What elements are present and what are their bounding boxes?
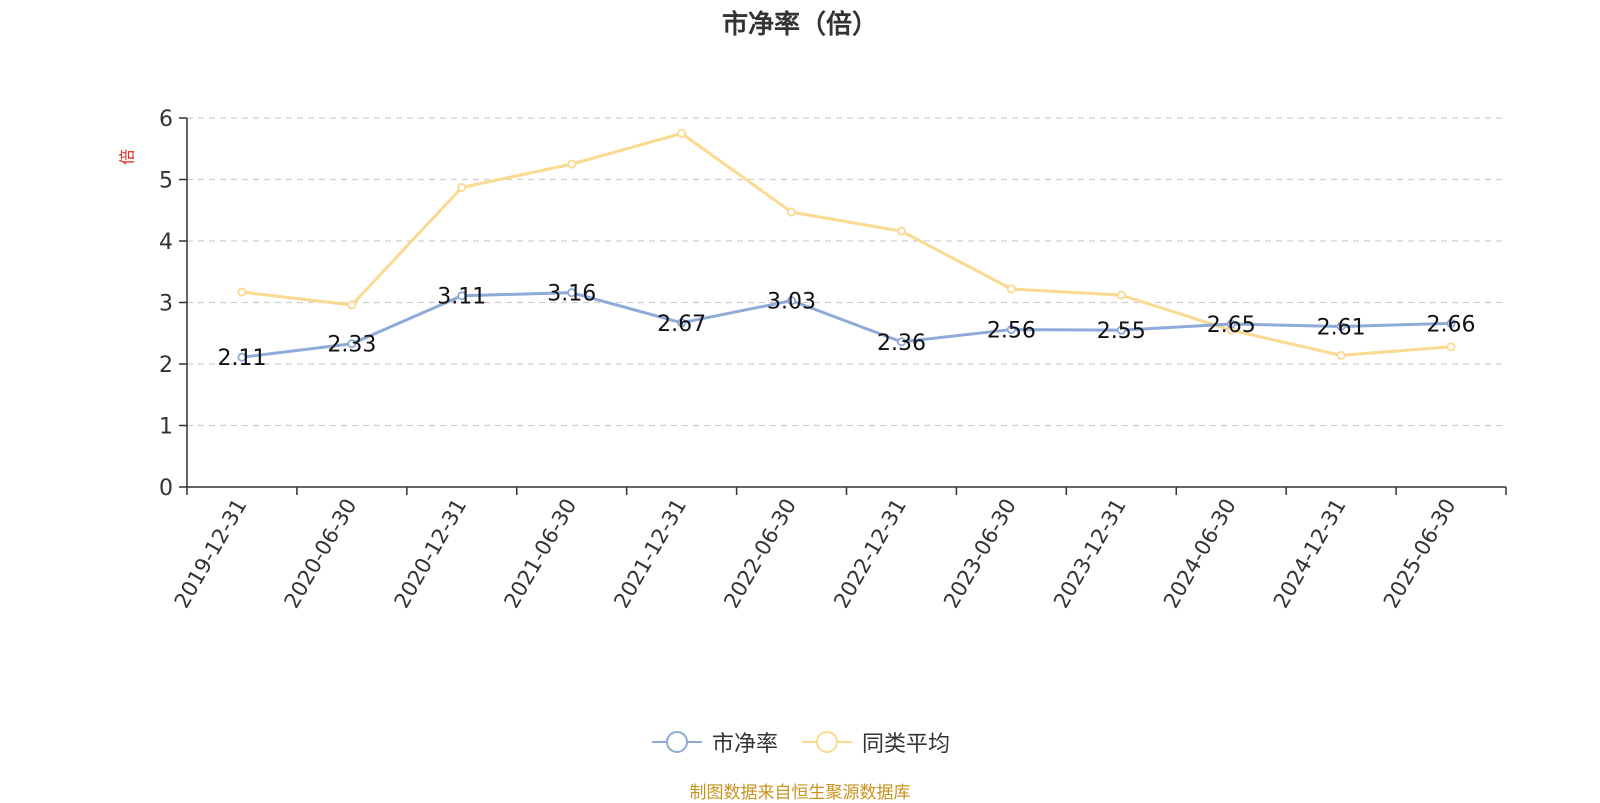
x-tick-label: 2024-12-31 (1269, 495, 1351, 613)
data-point (787, 296, 797, 306)
data-point (567, 159, 577, 169)
data-point (1446, 318, 1456, 328)
data-label: 3.03 (767, 290, 816, 315)
data-point (1116, 325, 1126, 335)
data-point (896, 226, 906, 236)
series-line-1 (241, 131, 1452, 357)
data-point (567, 288, 577, 298)
data-point (677, 318, 687, 328)
source-note: 制图数据来自恒生聚源数据库 (689, 783, 911, 803)
data-point (787, 207, 797, 217)
data-point (347, 300, 357, 310)
x-tick-label: 2020-06-30 (280, 495, 362, 613)
y-tick-label: 3 (159, 292, 173, 317)
legend-item-0[interactable]: 市净率 (650, 726, 778, 758)
chart-title: 市净率（倍） (721, 10, 878, 40)
data-label: 2.66 (1427, 312, 1476, 337)
data-label: 2.67 (657, 312, 706, 337)
data-label: 3.11 (437, 285, 486, 310)
series (237, 128, 1456, 362)
data-label: 2.36 (877, 331, 926, 356)
data-label: 2.11 (217, 346, 266, 371)
y-tick-label: 4 (159, 230, 173, 255)
data-point (677, 128, 687, 138)
legend-marker-icon (651, 731, 702, 753)
y-axis-label: 倍 (118, 149, 137, 165)
y-tick-label: 0 (159, 476, 173, 501)
data-label: 2.33 (327, 333, 376, 358)
data-point (347, 339, 357, 349)
legend-label: 市净率 (711, 732, 778, 757)
data-point (1446, 342, 1456, 352)
y-tick-label: 2 (159, 353, 173, 378)
x-tick-label: 2023-12-31 (1049, 495, 1131, 613)
data-point (1006, 325, 1016, 335)
data-point (1116, 290, 1126, 300)
legend-item-1[interactable]: 同类平均 (800, 726, 950, 758)
data-point (896, 337, 906, 347)
y-tick-label: 6 (159, 107, 173, 132)
data-label: 2.61 (1317, 315, 1366, 340)
data-point (237, 352, 247, 362)
legend: 市净率 同类平均 (0, 724, 1600, 760)
x-tick-label: 2020-12-31 (390, 494, 472, 612)
y-tick-label: 5 (159, 169, 173, 194)
legend-label: 同类平均 (862, 732, 951, 757)
data-point (1006, 284, 1016, 294)
legend-marker-icon (802, 731, 852, 753)
data-label: 2.55 (1097, 319, 1146, 344)
data-label: 2.56 (987, 319, 1036, 344)
data-point (1336, 350, 1346, 360)
data-point (457, 291, 467, 301)
series-line-0 (241, 291, 1452, 359)
x-tick-label: 2025-06-30 (1379, 495, 1461, 613)
data-point (1226, 319, 1236, 329)
x-tick-label: 2024-06-30 (1159, 495, 1241, 613)
data-label: 2.65 (1207, 313, 1256, 338)
data-label: 3.16 (547, 282, 596, 307)
data-labels: 2.11 2.33 3.11 3.16 2.67 3.03 2.36 2.56 2.55 2.65… (217, 282, 1475, 372)
axes: 0 1 2 3 4 5 6 2019-12-31 2020-06-30 2020-12-31 202… (118, 107, 1507, 612)
data-point (457, 182, 467, 192)
x-tick-label: 2021-06-30 (499, 495, 581, 613)
x-tick-label: 2019-12-31 (170, 495, 252, 613)
x-tick-label: 2023-06-30 (939, 495, 1021, 613)
data-point (237, 287, 247, 297)
x-tick-label: 2022-12-31 (829, 495, 911, 613)
data-point (1336, 321, 1346, 331)
y-tick-label: 1 (159, 415, 173, 440)
x-tick-label: 2022-06-30 (719, 495, 801, 613)
x-tick-label: 2021-12-31 (609, 495, 691, 613)
